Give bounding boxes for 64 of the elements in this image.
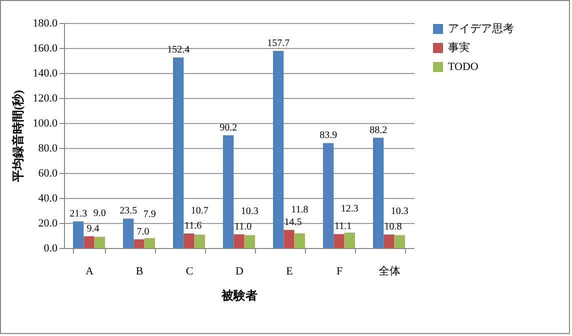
bar xyxy=(94,236,105,248)
bar xyxy=(234,234,244,248)
data-label: 11.0 xyxy=(234,221,252,232)
x-tick-label: B xyxy=(136,266,144,278)
bar xyxy=(173,58,184,248)
y-tick-label: 60.0 xyxy=(38,168,58,180)
y-tick-label: 20.0 xyxy=(38,218,58,230)
y-tick-label: 180.0 xyxy=(32,18,58,30)
data-label: 14.5 xyxy=(284,216,302,228)
data-label: 21.3 xyxy=(70,208,88,220)
data-label: 10.7 xyxy=(190,206,208,217)
data-label: 11.8 xyxy=(291,204,308,216)
bar xyxy=(284,230,294,248)
data-label: 10.3 xyxy=(240,206,258,218)
bar xyxy=(84,236,94,248)
data-label: 11.6 xyxy=(184,220,202,232)
x-tick-label: C xyxy=(186,266,194,278)
bar xyxy=(73,221,84,248)
data-label: 23.5 xyxy=(120,206,138,217)
y-tick-label: 0.0 xyxy=(44,242,58,254)
y-tick-label: 120.0 xyxy=(32,92,58,104)
data-label: 9.4 xyxy=(86,223,100,234)
data-label: 9.0 xyxy=(93,208,106,219)
data-label: 88.2 xyxy=(370,124,388,136)
legend-label: アイデア思考 xyxy=(448,22,514,35)
data-label: 12.3 xyxy=(340,204,358,215)
bar xyxy=(144,238,155,248)
bar xyxy=(123,218,134,248)
bar xyxy=(134,239,144,248)
data-label: 7.0 xyxy=(136,226,150,238)
y-tick-label: 100.0 xyxy=(32,118,58,130)
data-label: 157.7 xyxy=(267,38,290,49)
bar xyxy=(323,143,334,248)
bar xyxy=(194,234,205,248)
data-label: 11.1 xyxy=(334,221,352,232)
y-axis-title: 平均録音時間(秒) xyxy=(10,90,25,183)
x-tick-label: D xyxy=(236,266,244,278)
bar xyxy=(344,232,355,248)
x-tick-label: 全体 xyxy=(378,266,400,278)
y-tick-label: 160.0 xyxy=(32,42,58,54)
y-tick-label: 140.0 xyxy=(32,68,58,80)
bar xyxy=(294,233,305,248)
y-tick-label: 80.0 xyxy=(38,142,58,154)
x-tick-label: F xyxy=(336,266,343,278)
bar xyxy=(184,234,194,248)
bar xyxy=(223,135,234,248)
data-label: 7.9 xyxy=(143,209,156,220)
data-label: 152.4 xyxy=(167,44,190,56)
bar xyxy=(394,235,405,248)
data-label: 83.9 xyxy=(320,130,338,142)
bar xyxy=(244,235,255,248)
x-tick-label: E xyxy=(286,266,294,278)
bar xyxy=(334,234,344,248)
legend-label: TODO xyxy=(448,61,478,73)
data-label: 90.2 xyxy=(220,122,238,134)
y-tick-label: 40.0 xyxy=(38,192,58,204)
bar xyxy=(384,234,394,248)
data-label: 10.3 xyxy=(390,206,408,218)
bar xyxy=(273,50,284,248)
bar xyxy=(373,138,384,248)
data-label: 10.8 xyxy=(384,222,402,232)
legend-label: 事実 xyxy=(448,41,470,54)
x-axis-title: 被験者 xyxy=(220,288,258,302)
x-tick-label: A xyxy=(86,266,94,278)
